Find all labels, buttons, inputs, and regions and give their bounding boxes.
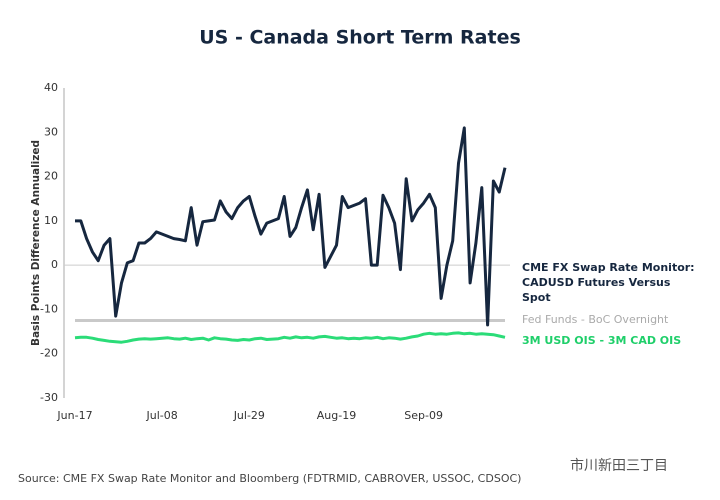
y-tick-label: 0 — [51, 258, 58, 271]
chart-title: US - Canada Short Term Rates — [199, 27, 521, 49]
y-axis-label: Basis Points Difference Annualized — [30, 140, 42, 346]
series-line — [75, 126, 507, 327]
legend-entry: CME FX Swap Rate Monitor: CADUSD Futures… — [522, 261, 695, 304]
y-tick-label: -20 — [40, 347, 58, 360]
legend-entry: Fed Funds - BoC Overnight — [522, 313, 669, 326]
y-tick-label: 40 — [44, 81, 58, 94]
x-tick-label: Jun-17 — [56, 409, 92, 422]
y-tick-label: 10 — [44, 214, 58, 227]
x-tick-label: Jul-29 — [233, 409, 265, 422]
y-tick-label: -30 — [40, 391, 58, 404]
x-tick-label: Sep-09 — [404, 409, 443, 422]
y-tick-label: 20 — [44, 170, 58, 183]
y-tick-label: 30 — [44, 125, 58, 138]
series-line — [74, 331, 506, 344]
x-tick-label: Aug-19 — [317, 409, 356, 422]
legend-entry: 3M USD OIS - 3M CAD OIS — [522, 334, 682, 347]
watermark: 市川新田三丁目 — [570, 457, 668, 474]
y-tick-label: -10 — [40, 302, 58, 315]
x-tick-label: Jul-08 — [146, 409, 178, 422]
source-note: Source: CME FX Swap Rate Monitor and Blo… — [18, 472, 521, 485]
